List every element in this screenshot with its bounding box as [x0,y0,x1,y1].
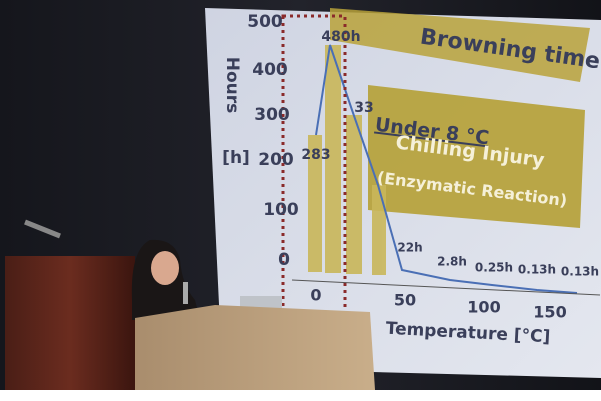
x-tick-label: 100 [467,298,500,317]
point-label: 2.8h [437,255,467,269]
point-label: 22h [397,241,422,255]
handheld-mic [183,282,188,304]
x-axis [291,279,601,296]
callout-box [368,85,585,228]
podium [5,256,135,390]
border [0,390,601,401]
y-tick-label: 300 [254,105,290,125]
point-label: 0.13h [518,263,556,277]
bars [308,45,386,275]
face [151,251,179,285]
y-axis-label: Hours [222,57,242,114]
y-tick-label: 100 [263,200,299,220]
bar-label: 283 [301,147,330,163]
microphone [24,219,61,239]
bar-label: 480h [321,29,360,45]
y-axis-unit: [h] [222,148,250,168]
curve [315,44,578,294]
lectern [135,305,375,390]
title-box [330,8,590,82]
y-tick-label: 0 [278,250,290,270]
bar-label: 33 [354,100,373,116]
y-tick-label: 500 [247,12,283,32]
point-label: 0.25h [475,261,513,275]
x-tick-label: 150 [533,303,566,322]
x-tick-label: 0 [310,286,321,305]
y-tick-label: 400 [252,60,288,80]
x-tick-label: 50 [394,291,416,310]
y-tick-label: 200 [258,150,294,170]
point-label: 0.13h [561,265,599,279]
